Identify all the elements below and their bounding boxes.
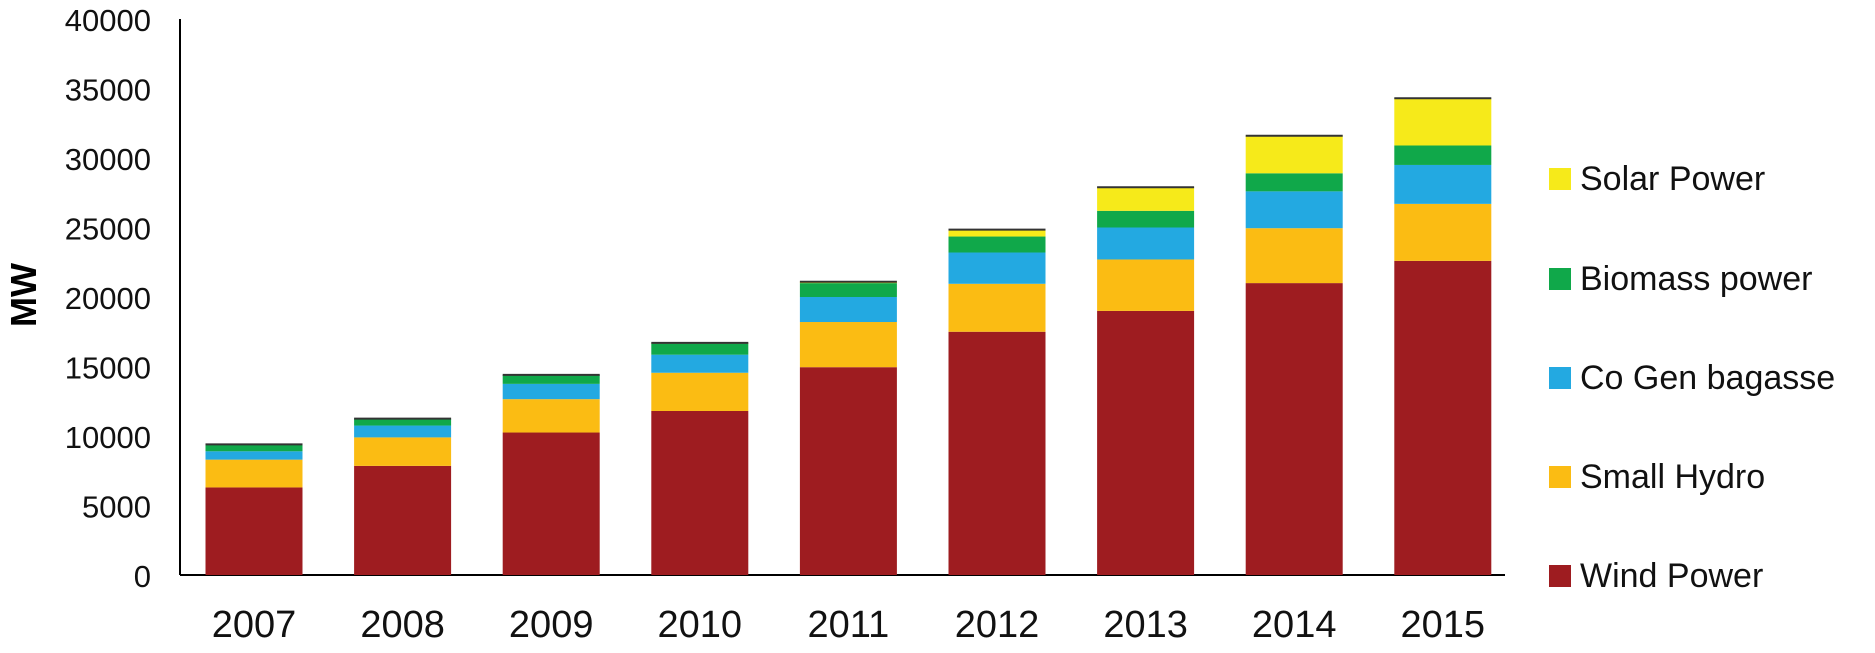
bar-segment-small-hydro (205, 459, 303, 488)
bar-segment-co-gen-bagasse (1394, 164, 1492, 204)
y-axis-label: MW (3, 263, 44, 327)
y-tick-label: 30000 (65, 142, 151, 177)
bar-segment-wind-power (651, 410, 749, 575)
legend-swatch (1549, 367, 1571, 389)
bar-segment-biomass-power (205, 444, 303, 452)
bar-segment-co-gen-bagasse (799, 297, 897, 323)
bar-segment-co-gen-bagasse (1097, 227, 1195, 260)
x-tick-label: 2013 (1103, 604, 1188, 646)
legend-swatch (1549, 168, 1571, 190)
bar-segment-solar-power (1394, 98, 1492, 146)
x-tick-label: 2015 (1401, 604, 1486, 646)
legend-label: Co Gen bagasse (1580, 359, 1835, 397)
bar-segment-co-gen-bagasse (651, 354, 749, 373)
legend-label: Wind Power (1580, 557, 1763, 595)
bar-segment-small-hydro (948, 283, 1046, 332)
bar-segment-solar-power (1097, 187, 1195, 211)
bar-segment-wind-power (205, 487, 303, 575)
legend-label: Biomass power (1580, 260, 1812, 298)
legend-swatch (1549, 565, 1571, 587)
x-tick-label: 2012 (955, 604, 1040, 646)
legend-swatch (1549, 466, 1571, 488)
bar-segment-wind-power (1097, 310, 1195, 575)
legend: Solar Power Biomass power Co Gen bagasse Sm… (1549, 160, 1835, 595)
bar-segment-biomass-power (1394, 145, 1492, 165)
bar-segment-biomass-power (1097, 210, 1195, 228)
y-tick-label: 10000 (65, 420, 151, 455)
bar-segment-co-gen-bagasse (948, 252, 1046, 284)
bar-segment-biomass-power (948, 236, 1046, 253)
bar-segment-co-gen-bagasse (354, 425, 452, 438)
bar-segment-biomass-power (651, 343, 749, 355)
x-tick-label: 2010 (658, 604, 743, 646)
y-tick-label: 0 (134, 559, 151, 594)
y-tick-label: 25000 (65, 212, 151, 247)
bar-segment-wind-power (799, 367, 897, 575)
bar-segment-solar-power (948, 229, 1046, 237)
x-tick-label: 2014 (1252, 604, 1337, 646)
bar-segment-co-gen-bagasse (1245, 191, 1343, 229)
bar-segment-co-gen-bagasse (502, 383, 600, 400)
bar-segment-small-hydro (354, 437, 452, 466)
bar-segment-wind-power (1394, 260, 1492, 575)
legend-label: Small Hydro (1580, 458, 1765, 496)
y-tick-label: 20000 (65, 281, 151, 316)
bar-segment-biomass-power (354, 418, 452, 426)
bars (205, 97, 1492, 575)
bar-segment-biomass-power (799, 283, 897, 297)
bar-segment-wind-power (1245, 283, 1343, 575)
bar-segment-biomass-power (1245, 173, 1343, 192)
x-tick-label: 2007 (212, 604, 297, 646)
bar-segment-small-hydro (1394, 203, 1492, 261)
bar-segment-small-hydro (1097, 259, 1195, 311)
bar-segment-small-hydro (651, 372, 749, 411)
y-tick-label: 40000 (65, 3, 151, 38)
bar-segment-small-hydro (502, 399, 600, 433)
x-tick-label: 2009 (509, 604, 594, 646)
bar-segment-wind-power (502, 432, 600, 575)
x-tick-label: 2011 (808, 604, 890, 646)
y-tick-label: 15000 (65, 351, 151, 386)
y-tick-label: 5000 (82, 490, 151, 525)
bar-segment-co-gen-bagasse (205, 451, 303, 460)
bar-segment-wind-power (948, 331, 1046, 575)
legend-swatch (1549, 268, 1571, 290)
y-tick-label: 35000 (65, 73, 151, 108)
legend-label: Solar Power (1580, 160, 1765, 198)
labels: 0 5000 10000 15000 20000 25000 30000 35000 40000… (3, 3, 1485, 646)
bar-segment-solar-power (1245, 135, 1343, 174)
bar-segment-wind-power (354, 465, 452, 575)
x-tick-label: 2008 (360, 604, 445, 646)
bar-segment-small-hydro (1245, 228, 1343, 284)
bar-segment-biomass-power (502, 374, 600, 384)
bar-segment-small-hydro (799, 322, 897, 368)
